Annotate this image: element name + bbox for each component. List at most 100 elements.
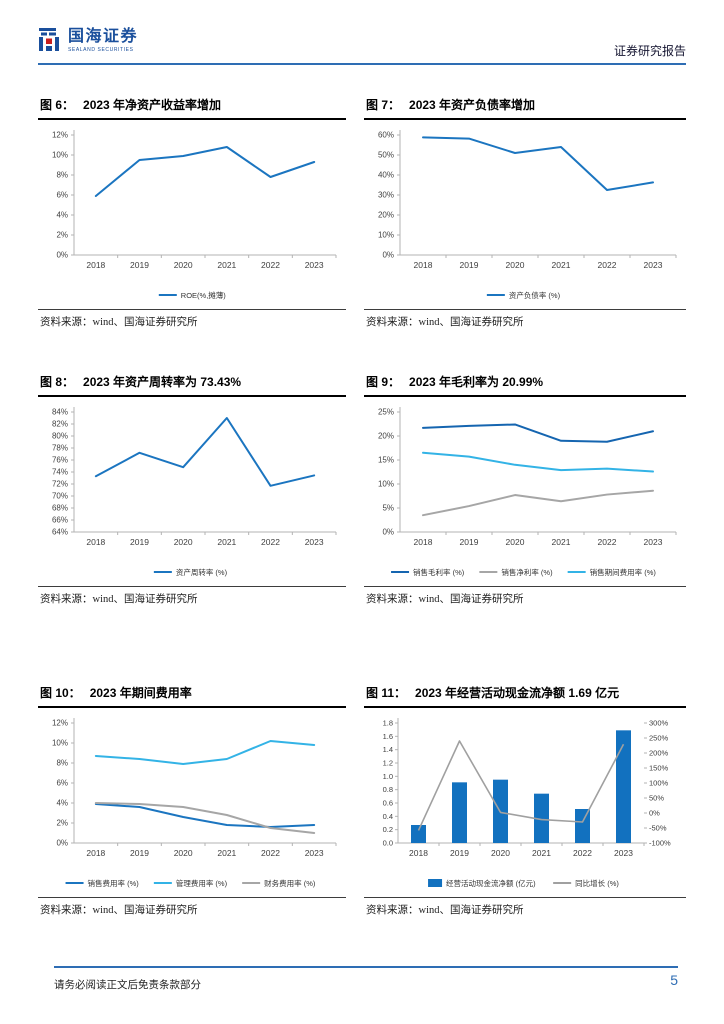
svg-text:66%: 66% xyxy=(52,516,68,525)
source-note: 资料来源：wind、国海证券研究所 xyxy=(38,897,346,917)
svg-text:0%: 0% xyxy=(382,528,394,537)
chart-container: 0% 2% 4% 6% 8% 10% 12% 2018 2019 2020 2021 2022 2023… xyxy=(38,123,346,307)
svg-text:2023: 2023 xyxy=(644,260,663,270)
svg-text:40%: 40% xyxy=(378,171,394,180)
page-number: 5 xyxy=(670,972,678,988)
svg-text:200%: 200% xyxy=(649,749,669,758)
svg-text:20%: 20% xyxy=(378,432,394,441)
svg-text:4%: 4% xyxy=(56,799,68,808)
svg-text:76%: 76% xyxy=(52,456,68,465)
svg-text:管理费用率 (%): 管理费用率 (%) xyxy=(176,878,228,888)
figure-title-text: 2023 年净资产收益率增加 xyxy=(83,98,222,112)
svg-text:0.6: 0.6 xyxy=(383,799,393,808)
svg-text:1.6: 1.6 xyxy=(383,732,393,741)
figure-row-2: 图 8： 2023 年资产周转率为 73.43% 64% 66% 68% 70% 72% 7… xyxy=(38,373,686,606)
svg-text:2023: 2023 xyxy=(305,260,324,270)
chart-container: 0% 10% 20% 30% 40% 50% 60% 2018 2019 2020 2021 2022… xyxy=(364,123,686,307)
svg-text:资产负债率 (%): 资产负债率 (%) xyxy=(509,290,561,300)
asset-turnover-line-chart: 64% 66% 68% 70% 72% 74% 76% 78% 80% 82% 84% 2018 201… xyxy=(52,407,337,577)
figure-fig10: 图 10： 2023 年期间费用率 0% 2% 4% 6% 8% 10% 12% 2018 201… xyxy=(38,684,346,917)
svg-text:2021: 2021 xyxy=(217,848,236,858)
svg-text:-100%: -100% xyxy=(649,839,671,848)
figure-title-text: 2023 年期间费用率 xyxy=(89,686,192,700)
svg-text:2%: 2% xyxy=(56,819,68,828)
svg-text:1.8: 1.8 xyxy=(383,719,393,728)
svg-text:2022: 2022 xyxy=(261,848,280,858)
sealand-logo-icon xyxy=(39,28,59,51)
figure-title-text: 2023 年经营活动现金流净额 1.69 亿元 xyxy=(415,686,620,700)
svg-text:2023: 2023 xyxy=(614,848,633,858)
svg-text:5%: 5% xyxy=(382,504,394,513)
figure-title: 图 10： 2023 年期间费用率 xyxy=(38,684,346,708)
svg-text:2019: 2019 xyxy=(450,848,469,858)
svg-text:10%: 10% xyxy=(52,739,68,748)
svg-text:资产周转率 (%): 资产周转率 (%) xyxy=(176,567,228,577)
svg-text:70%: 70% xyxy=(52,492,68,501)
svg-text:0%: 0% xyxy=(649,809,660,818)
svg-text:0%: 0% xyxy=(382,251,394,260)
svg-text:0.2: 0.2 xyxy=(383,825,393,834)
svg-text:12%: 12% xyxy=(52,131,68,140)
header-divider xyxy=(38,63,686,65)
svg-text:6%: 6% xyxy=(56,191,68,200)
figure-title: 图 7： 2023 年资产负债率增加 xyxy=(364,96,686,120)
svg-text:2023: 2023 xyxy=(305,848,324,858)
source-note: 资料来源：wind、国海证券研究所 xyxy=(38,586,346,606)
svg-text:0.4: 0.4 xyxy=(383,812,393,821)
svg-text:2022: 2022 xyxy=(261,537,280,547)
svg-text:15%: 15% xyxy=(378,456,394,465)
figure-fig7: 图 7： 2023 年资产负债率增加 0% 10% 20% 30% 40% 50% 60% 20… xyxy=(364,96,686,329)
figure-fig11: 图 11： 2023 年经营活动现金流净额 1.69 亿元 0.0 0.2 0.4 0.… xyxy=(364,684,686,917)
report-type-label: 证券研究报告 xyxy=(613,44,686,58)
svg-text:-50%: -50% xyxy=(649,824,667,833)
svg-text:经营活动现金流净额 (亿元): 经营活动现金流净额 (亿元) xyxy=(446,878,536,888)
svg-text:2018: 2018 xyxy=(414,260,433,270)
cashflow-bar-line-chart: 0.0 0.2 0.4 0.6 0.8 1.0 1.2 1.4 1.6 1.8 300% 250% 20… xyxy=(383,718,671,888)
chart-container: 0% 2% 4% 6% 8% 10% 12% 2018 2019 2020 2021 2022 2023… xyxy=(38,711,346,895)
svg-text:8%: 8% xyxy=(56,759,68,768)
svg-text:2%: 2% xyxy=(56,231,68,240)
svg-text:80%: 80% xyxy=(52,432,68,441)
svg-text:2018: 2018 xyxy=(86,537,105,547)
svg-text:2022: 2022 xyxy=(573,848,592,858)
svg-text:ROE(%,摊薄): ROE(%,摊薄) xyxy=(181,290,227,300)
svg-text:同比增长 (%): 同比增长 (%) xyxy=(575,878,619,888)
figure-number: 图 11： xyxy=(366,686,407,700)
svg-text:2019: 2019 xyxy=(460,260,479,270)
svg-text:2018: 2018 xyxy=(86,260,105,270)
svg-text:2020: 2020 xyxy=(491,848,510,858)
figure-number: 图 7： xyxy=(366,98,401,112)
figure-fig9: 图 9： 2023 年毛利率为 20.99% 0% 5% 10% 15% 20% 25% 20… xyxy=(364,373,686,606)
svg-text:财务费用率 (%): 财务费用率 (%) xyxy=(264,878,316,888)
svg-text:100%: 100% xyxy=(649,779,669,788)
source-note: 资料来源：wind、国海证券研究所 xyxy=(364,897,686,917)
svg-text:0.8: 0.8 xyxy=(383,785,393,794)
svg-text:销售净利率 (%): 销售净利率 (%) xyxy=(501,567,553,577)
svg-text:2020: 2020 xyxy=(174,537,193,547)
svg-text:2021: 2021 xyxy=(552,537,571,547)
svg-text:60%: 60% xyxy=(378,131,394,140)
svg-text:2020: 2020 xyxy=(174,848,193,858)
svg-text:1.2: 1.2 xyxy=(383,759,393,768)
svg-text:150%: 150% xyxy=(649,764,669,773)
svg-text:82%: 82% xyxy=(52,420,68,429)
svg-text:2019: 2019 xyxy=(130,537,149,547)
svg-text:2019: 2019 xyxy=(460,537,479,547)
svg-text:6%: 6% xyxy=(56,779,68,788)
svg-text:1.0: 1.0 xyxy=(383,772,393,781)
chart-container: 0% 5% 10% 15% 20% 25% 2018 2019 2020 2021 2022 2023… xyxy=(364,400,686,584)
svg-text:64%: 64% xyxy=(52,528,68,537)
logo-company-name: 国海证券 xyxy=(68,28,139,45)
svg-text:1.4: 1.4 xyxy=(383,745,393,754)
disclaimer-text: 请务必阅读正文后免责条款部分 xyxy=(54,980,201,991)
figure-title: 图 11： 2023 年经营活动现金流净额 1.69 亿元 xyxy=(364,684,686,708)
figure-number: 图 10： xyxy=(40,686,81,700)
figure-number: 图 6： xyxy=(40,98,75,112)
svg-text:25%: 25% xyxy=(378,408,394,417)
chart-container: 64% 66% 68% 70% 72% 74% 76% 78% 80% 82% 84% 2018 201… xyxy=(38,400,346,584)
figure-title: 图 9： 2023 年毛利率为 20.99% xyxy=(364,373,686,397)
company-logo: 国海证券 SEALAND SECURITIES xyxy=(38,28,138,54)
figure-title-text: 2023 年毛利率为 20.99% xyxy=(409,375,544,389)
figure-number: 图 9： xyxy=(366,375,401,389)
